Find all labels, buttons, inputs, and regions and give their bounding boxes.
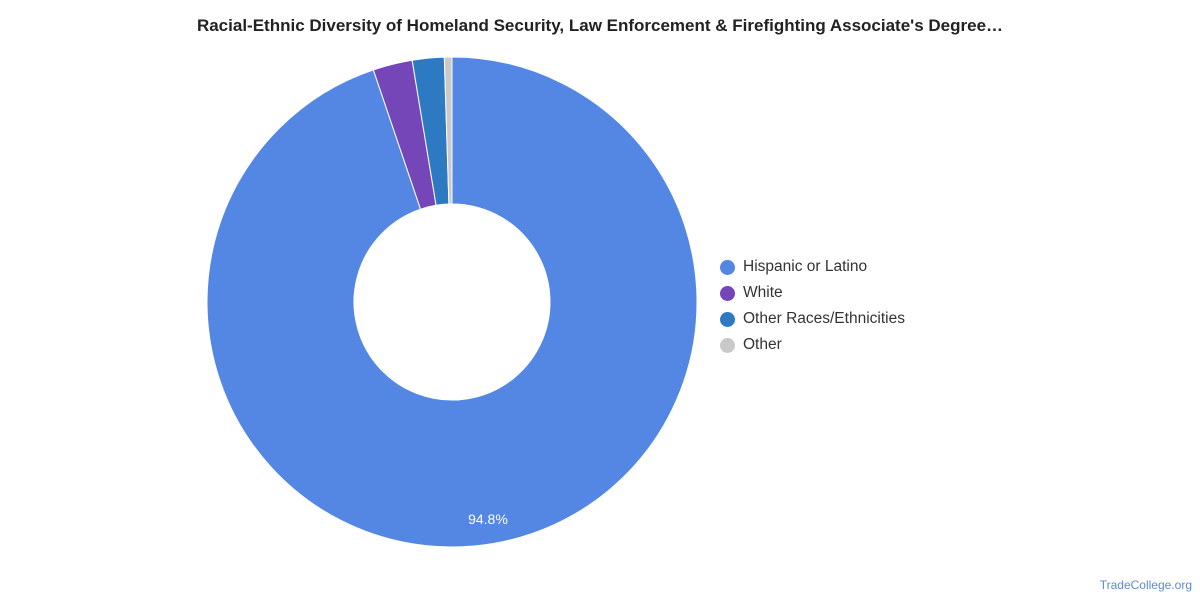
legend-item[interactable]: White (720, 280, 905, 306)
legend-swatch (720, 311, 735, 327)
legend-swatch (720, 259, 735, 275)
slice-hispanic-or-latino[interactable] (206, 56, 698, 548)
chart-title: Racial-Ethnic Diversity of Homeland Secu… (196, 16, 1004, 35)
source-credit[interactable]: TradeCollege.org (1099, 578, 1192, 592)
legend-label: Other Races/Ethnicities (743, 310, 905, 327)
legend-label: Hispanic or Latino (743, 258, 868, 275)
legend-swatch (720, 337, 735, 353)
legend-label: Other (743, 336, 782, 353)
chart-legend: Hispanic or Latino White Other Races/Ethni… (720, 254, 905, 358)
legend-swatch (720, 285, 735, 301)
legend-item[interactable]: Other Races/Ethnicities (720, 306, 905, 332)
legend-item[interactable]: Hispanic or Latino (720, 254, 905, 280)
slice-other[interactable] (443, 56, 453, 205)
data-label: 94.8% (468, 511, 508, 527)
legend-label: White (743, 284, 783, 301)
legend-item[interactable]: Other (720, 332, 905, 358)
